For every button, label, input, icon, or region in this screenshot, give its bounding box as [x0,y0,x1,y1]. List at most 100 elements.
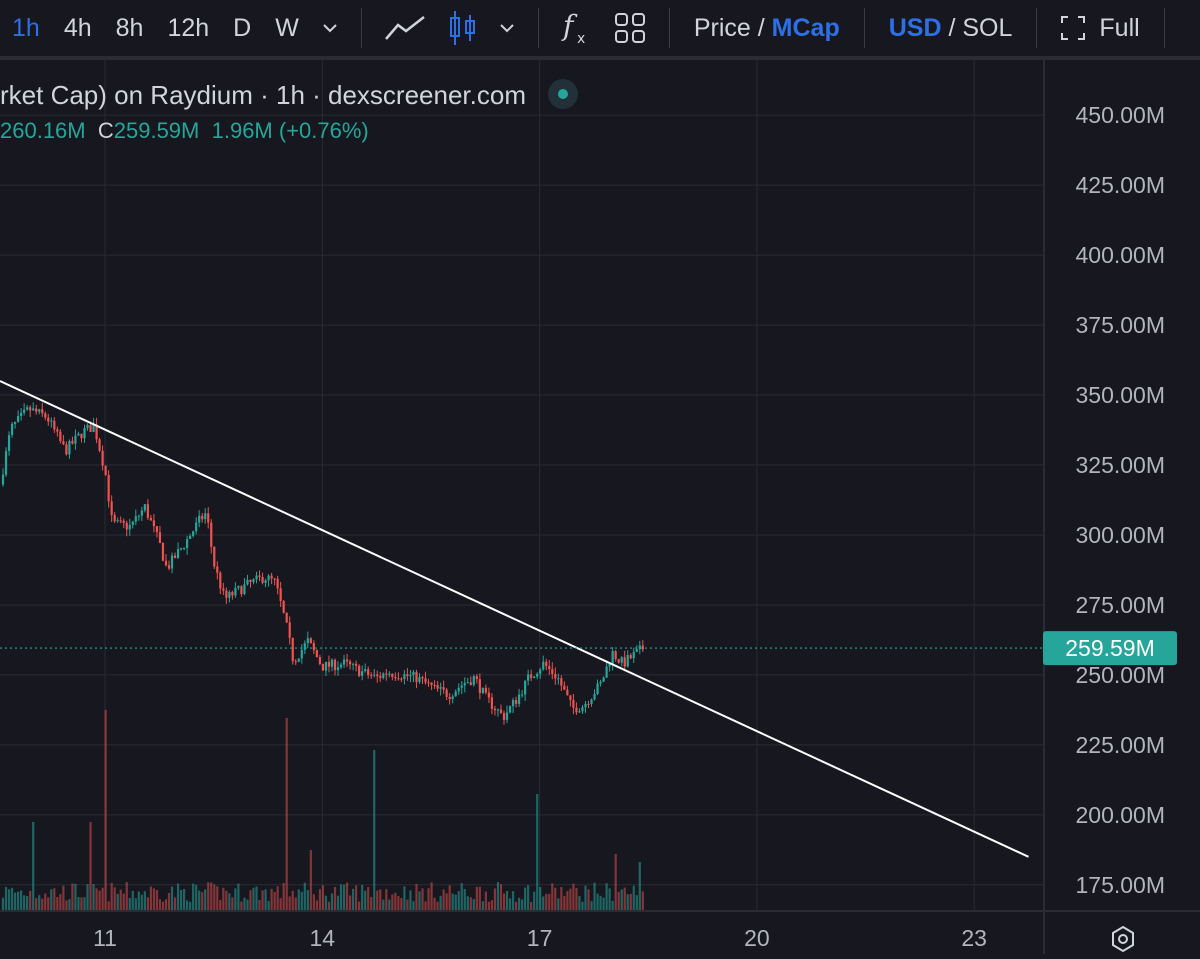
high-value: 260.16M [0,118,86,143]
candle-body [62,441,65,445]
mcap-option[interactable]: MCap [771,13,840,42]
interval-w[interactable]: W [275,13,299,42]
volume-bar [237,883,240,910]
y-tick-label: 375.00M [1075,312,1165,338]
interval-d[interactable]: D [233,13,252,42]
volume-bar [364,890,367,910]
candle-body [246,579,249,585]
toolbar-divider [360,8,362,48]
volume-bar [10,887,14,910]
price-mcap-toggle[interactable]: Price / MCap [682,14,852,43]
candle-body [98,439,101,451]
usd-option[interactable]: USD [888,13,942,42]
volume-bar [210,882,213,910]
candle-body [391,673,394,677]
volume-bar [614,854,617,910]
volume-bar [83,897,86,910]
candle-body [424,678,427,683]
volume-bar [182,889,186,910]
candle-body [158,532,162,543]
layout-grid-icon[interactable] [603,11,657,45]
candle-body [578,711,581,713]
volume-bar [300,891,303,910]
volume-bar [255,886,258,910]
candle-body [505,712,509,720]
candle-body [116,520,119,522]
volume-bar [309,850,312,910]
interval-12h[interactable]: 12h [167,13,210,42]
volume-bar [7,889,11,910]
candle-body [382,673,385,678]
volume-bars [1,710,644,910]
volume-bar [370,897,373,910]
price-chart[interactable]: 450.00M 425.00M 400.00M 375.00M 350.00M 325.0… [0,60,1200,954]
volume-bar [599,895,602,910]
candle-body [176,549,180,558]
price-option[interactable]: Price [693,13,751,42]
candle-body [554,674,557,679]
candle-body [490,697,494,709]
sol-option[interactable]: SOL [962,13,1013,42]
volume-bar [216,886,219,910]
volume-bar [240,901,243,910]
candle-body [95,424,98,440]
interval-4h[interactable]: 4h [63,13,92,42]
volume-bar [330,893,334,910]
volume-bar [131,890,134,910]
chevron-down-icon[interactable] [488,22,526,34]
candle-body [164,560,168,566]
volume-bar [442,889,445,910]
volume-bar [204,889,207,910]
volume-bar [421,888,424,910]
candle-body [638,645,641,650]
candle-body [288,622,291,638]
volume-bar [32,822,35,910]
candle-body [35,408,38,412]
volume-bar [47,897,50,910]
candle-body [418,677,421,683]
volume-bar [285,718,288,910]
volume-bar [291,890,294,910]
interval-1h[interactable]: 1h [12,13,40,42]
volume-bar [611,900,614,910]
candle-body [170,555,174,569]
candle-body [602,677,605,682]
volume-bar [406,899,409,910]
y-tick-label: 250.00M [1075,662,1165,688]
candle-body [542,661,545,670]
settings-icon[interactable] [1108,924,1138,959]
candle-body [38,409,41,412]
candlestick-icon[interactable] [438,9,488,47]
volume-bar [20,890,23,910]
volume-bar [481,901,484,910]
interval-8h[interactable]: 8h [115,13,144,42]
volume-bar [53,888,56,910]
candle-body [599,681,602,684]
candles [1,402,644,725]
volume-bar [545,893,548,910]
candle-body [487,692,491,698]
chevron-down-icon[interactable] [311,22,349,34]
volume-bar [303,882,306,910]
currency-toggle[interactable]: USD / SOL [877,14,1025,43]
candle-body [321,663,325,671]
full-button[interactable]: Full [1099,13,1140,42]
candle-body [249,579,252,582]
y-tick-label: 200.00M [1075,802,1165,828]
volume-bar [339,884,343,910]
candle-body [478,679,481,693]
volume-bar [584,885,587,910]
volume-bar [472,899,475,910]
candle-body [333,659,337,671]
volume-bar [68,899,71,910]
line-chart-icon[interactable] [374,13,438,43]
volume-bar [367,886,370,910]
candle-body [4,450,8,475]
volume-bar [439,895,442,910]
fullscreen-icon[interactable] [1049,14,1097,42]
volume-bar [276,886,279,910]
candle-body [348,661,352,665]
toggle-separator: / [757,13,765,42]
